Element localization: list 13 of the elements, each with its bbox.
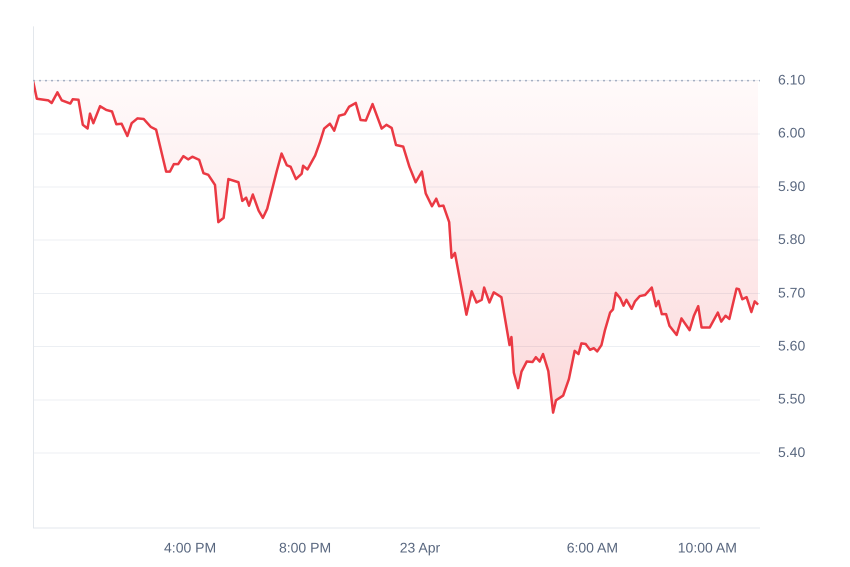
y-tick-label: 5.50 [778,390,806,407]
x-tick-label: 10:00 AM [678,539,737,556]
y-tick-label: 6.10 [778,72,806,88]
y-tick-label: 5.90 [778,178,806,194]
y-tick-label: 5.40 [778,444,806,460]
x-tick-label: 4:00 PM [164,539,216,556]
y-tick-label: 5.60 [778,337,806,354]
x-tick-label: 6:00 AM [566,539,618,556]
y-tick-label: 5.80 [778,231,806,248]
x-tick-label: 23 Apr [400,539,441,556]
x-tick-label: 8:00 PM [278,539,332,556]
y-tick-label: 5.70 [778,284,806,300]
y-tick-label: 6.00 [778,124,806,141]
